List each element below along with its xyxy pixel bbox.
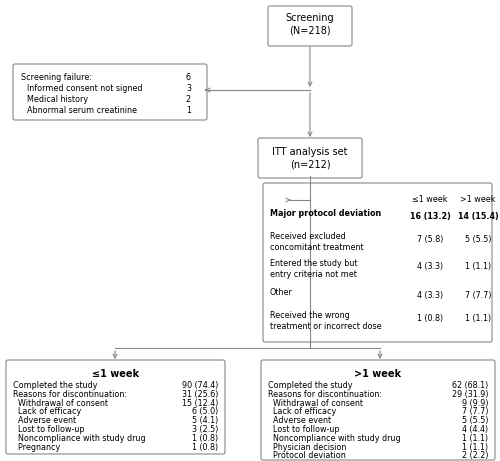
Text: >1 week: >1 week xyxy=(354,369,402,379)
Text: Received the wrong
treatment or incorrect dose: Received the wrong treatment or incorrec… xyxy=(270,311,382,331)
Text: 9 (9.9): 9 (9.9) xyxy=(462,399,488,408)
Text: Screening failure:: Screening failure: xyxy=(21,73,92,82)
Text: 5 (5.5): 5 (5.5) xyxy=(462,416,488,425)
Text: 16 (13.2): 16 (13.2) xyxy=(410,212,451,221)
Text: Reasons for discontinuation:: Reasons for discontinuation: xyxy=(268,390,382,399)
Text: 1 (1.1): 1 (1.1) xyxy=(462,434,488,443)
Text: ≤1 week: ≤1 week xyxy=(92,369,139,379)
Text: 1 (0.8): 1 (0.8) xyxy=(417,314,443,323)
Text: 31 (25.6): 31 (25.6) xyxy=(182,390,218,399)
Text: Completed the study: Completed the study xyxy=(268,381,352,390)
Text: 4 (4.4): 4 (4.4) xyxy=(462,425,488,434)
Text: Withdrawal of consent: Withdrawal of consent xyxy=(13,399,108,408)
Text: 5 (4.1): 5 (4.1) xyxy=(192,416,218,425)
Text: ≤1 week: ≤1 week xyxy=(412,195,448,204)
Text: 4 (3.3): 4 (3.3) xyxy=(417,291,443,300)
Text: 6: 6 xyxy=(186,73,191,82)
Text: 5 (5.5): 5 (5.5) xyxy=(465,235,491,244)
Text: Lack of efficacy: Lack of efficacy xyxy=(13,408,81,416)
Text: Lost to follow-up: Lost to follow-up xyxy=(13,425,85,434)
Text: 3 (2.5): 3 (2.5) xyxy=(192,425,218,434)
Text: Noncompliance with study drug: Noncompliance with study drug xyxy=(13,434,145,443)
Text: 1 (1.1): 1 (1.1) xyxy=(465,314,491,323)
Text: Screening
(N=218): Screening (N=218) xyxy=(286,13,335,35)
Text: Lack of efficacy: Lack of efficacy xyxy=(268,408,336,416)
Text: Lost to follow-up: Lost to follow-up xyxy=(268,425,340,434)
Text: 29 (31.9): 29 (31.9) xyxy=(452,390,488,399)
Text: >1 week: >1 week xyxy=(460,195,496,204)
Text: Pregnancy: Pregnancy xyxy=(13,443,60,452)
Text: Completed the study: Completed the study xyxy=(13,381,98,390)
Text: 7 (5.8): 7 (5.8) xyxy=(417,235,443,244)
Text: Other: Other xyxy=(270,288,293,297)
Text: Informed consent not signed: Informed consent not signed xyxy=(27,84,142,93)
Text: 1: 1 xyxy=(186,106,191,115)
Text: 6 (5.0): 6 (5.0) xyxy=(192,408,218,416)
Text: Adverse event: Adverse event xyxy=(13,416,76,425)
FancyBboxPatch shape xyxy=(6,360,225,454)
FancyBboxPatch shape xyxy=(258,138,362,178)
Text: 1 (0.8): 1 (0.8) xyxy=(192,443,218,452)
Text: Major protocol deviation: Major protocol deviation xyxy=(270,209,382,218)
Text: Protocol deviation: Protocol deviation xyxy=(268,451,346,461)
FancyBboxPatch shape xyxy=(268,6,352,46)
Text: 62 (68.1): 62 (68.1) xyxy=(452,381,488,390)
Text: 4 (3.3): 4 (3.3) xyxy=(417,262,443,271)
Text: 3: 3 xyxy=(186,84,191,93)
Text: Noncompliance with study drug: Noncompliance with study drug xyxy=(268,434,400,443)
Text: Received excluded
concomitant treatment: Received excluded concomitant treatment xyxy=(270,232,364,252)
Text: Physician decision: Physician decision xyxy=(268,443,346,452)
Text: 15 (12.4): 15 (12.4) xyxy=(182,399,218,408)
Text: 1 (1.1): 1 (1.1) xyxy=(465,262,491,271)
Text: 14 (15.4): 14 (15.4) xyxy=(458,212,498,221)
Text: 7 (7.7): 7 (7.7) xyxy=(462,408,488,416)
Text: 90 (74.4): 90 (74.4) xyxy=(182,381,218,390)
Text: ITT analysis set
(n=212): ITT analysis set (n=212) xyxy=(272,147,348,169)
Text: Entered the study but
entry criteria not met: Entered the study but entry criteria not… xyxy=(270,259,358,279)
Text: 1 (0.8): 1 (0.8) xyxy=(192,434,218,443)
Text: Abnormal serum creatinine: Abnormal serum creatinine xyxy=(27,106,137,115)
Text: Reasons for discontinuation:: Reasons for discontinuation: xyxy=(13,390,127,399)
Text: 2: 2 xyxy=(186,95,191,104)
Text: 2 (2.2): 2 (2.2) xyxy=(462,451,488,461)
Text: 7 (7.7): 7 (7.7) xyxy=(465,291,491,300)
FancyBboxPatch shape xyxy=(13,64,207,120)
FancyBboxPatch shape xyxy=(263,183,492,342)
Text: Withdrawal of consent: Withdrawal of consent xyxy=(268,399,363,408)
FancyBboxPatch shape xyxy=(261,360,495,460)
Text: Medical history: Medical history xyxy=(27,95,88,104)
Text: Adverse event: Adverse event xyxy=(268,416,331,425)
Text: 1 (1.1): 1 (1.1) xyxy=(462,443,488,452)
